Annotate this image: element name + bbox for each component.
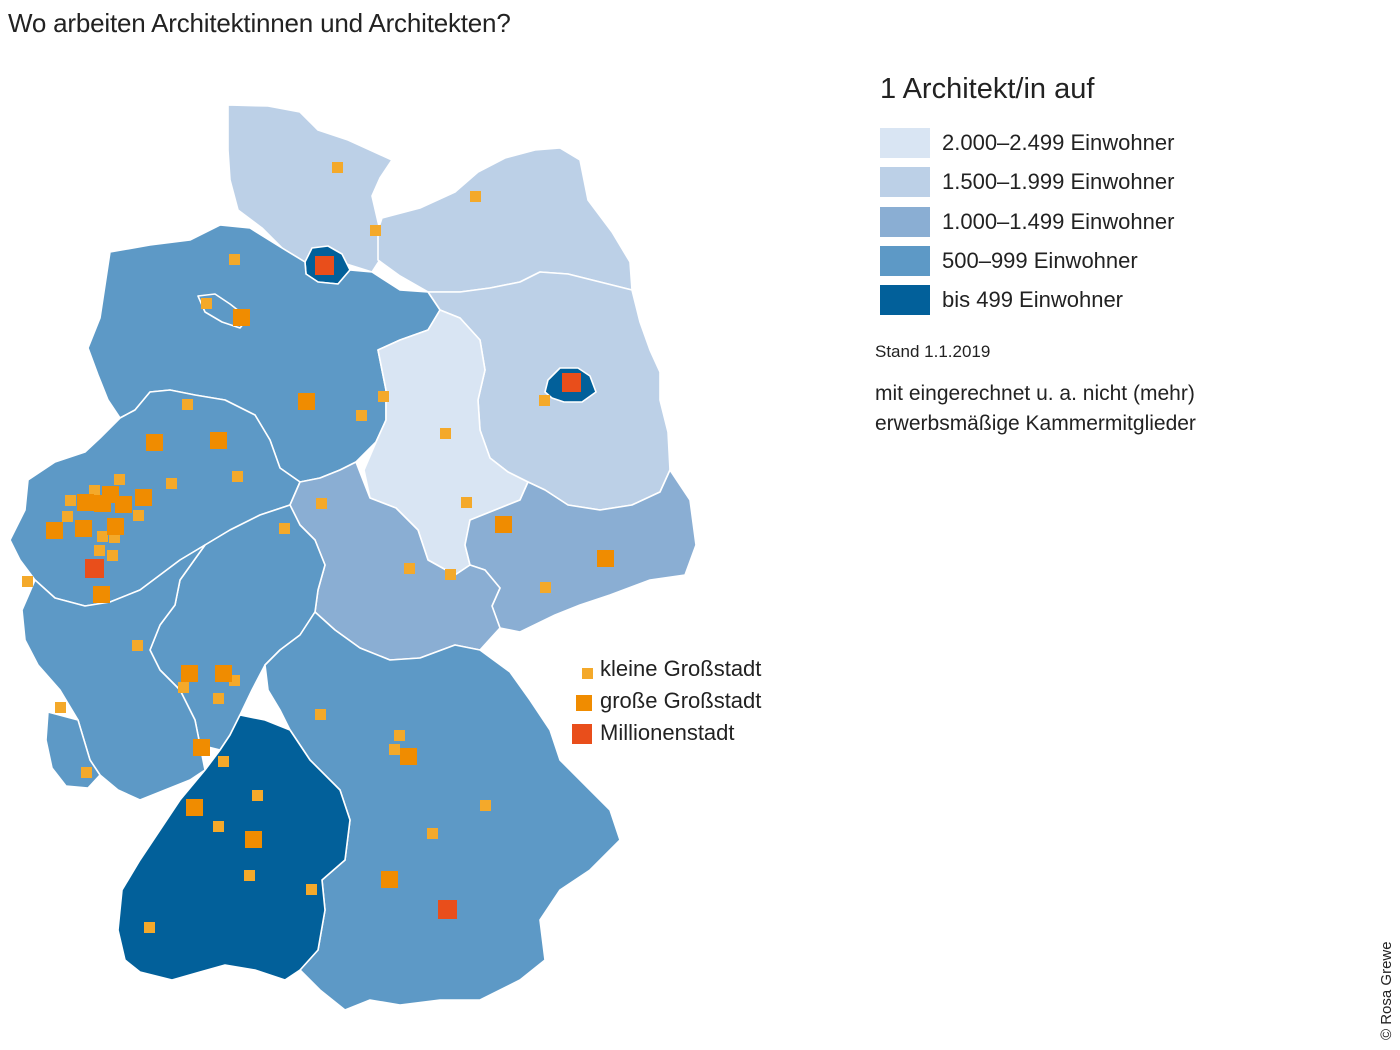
city-marker-small [55, 702, 66, 713]
city-marker-medium [597, 550, 614, 567]
map-title: Wo arbeiten Architektinnen und Architekt… [8, 8, 511, 38]
city-marker-small [229, 254, 240, 265]
city-marker-small [62, 511, 73, 522]
city-marker-medium [186, 799, 203, 816]
legend-title: 1 Architekt/in auf [880, 73, 1095, 105]
city-markers [22, 162, 614, 933]
city-marker-small [356, 410, 367, 421]
city-marker-small [97, 531, 108, 542]
legend-swatch [880, 245, 930, 276]
city-marker-small [166, 478, 177, 489]
city-marker-medium [193, 739, 210, 756]
city-marker-medium [77, 494, 94, 511]
city-marker-small [445, 569, 456, 580]
state-baden-wuerttemberg[interactable] [117, 714, 351, 981]
city-marker-small [252, 790, 263, 801]
city-legend-label: große Großstadt [600, 688, 762, 713]
city-marker-medium [495, 516, 512, 533]
city-marker-medium [215, 665, 232, 682]
city-legend-label: Millionenstadt [600, 720, 735, 745]
city-marker-small [440, 428, 451, 439]
city-marker-small [229, 675, 240, 686]
city-marker-small [132, 640, 143, 651]
city-marker-small [109, 532, 120, 543]
city-marker-medium [400, 748, 417, 765]
city-marker-medium [210, 432, 227, 449]
city-marker-large [85, 559, 104, 578]
city-marker-small [94, 545, 105, 556]
city-marker-medium [233, 309, 250, 326]
city-marker-medium [135, 489, 152, 506]
footnote: mit eingerechnet u. a. nicht (mehr) erwe… [875, 379, 1335, 439]
city-marker-small [470, 191, 481, 202]
legend-label: 2.000–2.499 Einwohner [942, 130, 1175, 155]
city-marker-small [133, 510, 144, 521]
image-credit: © Rosa Grewe [1378, 941, 1395, 1040]
city-marker-large [315, 256, 334, 275]
legend-swatch [880, 206, 930, 237]
city-marker-small [178, 682, 189, 693]
city-legend-label: kleine Großstadt [600, 656, 762, 681]
city-marker-small [461, 497, 472, 508]
city-marker-large [438, 900, 457, 919]
legend-swatch [880, 128, 930, 158]
city-marker-small [539, 395, 550, 406]
city-marker-medium [107, 518, 124, 535]
city-marker-small [427, 828, 438, 839]
medium-city-symbol [576, 695, 592, 711]
state-mecklenburg-vorpommern[interactable] [377, 147, 633, 293]
city-marker-medium [94, 495, 111, 512]
city-marker-large [562, 373, 581, 392]
city-marker-small [244, 870, 255, 881]
small-city-symbol [582, 668, 593, 679]
city-marker-small [232, 471, 243, 482]
city-marker-small [65, 495, 76, 506]
city-marker-medium [181, 665, 198, 682]
city-marker-small [182, 399, 193, 410]
city-marker-small [394, 730, 405, 741]
legend-label: bis 499 Einwohner [942, 287, 1124, 313]
city-marker-small [107, 550, 118, 561]
legend-label: 1.000–1.499 Einwohner [942, 208, 1175, 234]
city-marker-small [201, 298, 212, 309]
city-marker-medium [298, 393, 315, 410]
city-marker-small [22, 576, 33, 587]
city-marker-small [404, 563, 415, 574]
city-marker-small [540, 582, 551, 593]
city-marker-medium [146, 434, 163, 451]
city-marker-small [81, 767, 92, 778]
legend-label: 1.500–1.999 Einwohner [942, 169, 1175, 195]
city-marker-small [316, 498, 327, 509]
city-marker-small [213, 693, 224, 704]
city-marker-small [389, 744, 400, 755]
city-marker-small [370, 225, 381, 236]
footnote-line: mit eingerechnet u. a. nicht (mehr) [875, 382, 1195, 405]
city-marker-small [213, 821, 224, 832]
legend-swatch [880, 285, 930, 316]
city-marker-small [306, 884, 317, 895]
city-marker-small [332, 162, 343, 173]
legend-label: 500–999 Einwohner [942, 247, 1138, 273]
footnote-line: erwerbsmäßige Kammermitglieder [875, 412, 1196, 435]
city-marker-small [315, 709, 326, 720]
state-rheinland-pfalz[interactable] [21, 544, 206, 801]
city-marker-medium [75, 520, 92, 537]
stand-date: Stand 1.1.2019 [875, 342, 991, 361]
city-marker-small [279, 523, 290, 534]
city-marker-small [89, 485, 100, 496]
city-marker-medium [115, 496, 132, 513]
city-marker-small [114, 474, 125, 485]
legend-swatch [880, 167, 930, 198]
city-marker-medium [93, 586, 110, 603]
large-city-symbol [572, 724, 592, 744]
city-marker-small [480, 800, 491, 811]
city-marker-medium [245, 831, 262, 848]
city-marker-medium [381, 871, 398, 888]
city-marker-small [378, 391, 389, 402]
city-marker-small [144, 922, 155, 933]
city-marker-medium [46, 522, 63, 539]
city-marker-small [218, 756, 229, 767]
